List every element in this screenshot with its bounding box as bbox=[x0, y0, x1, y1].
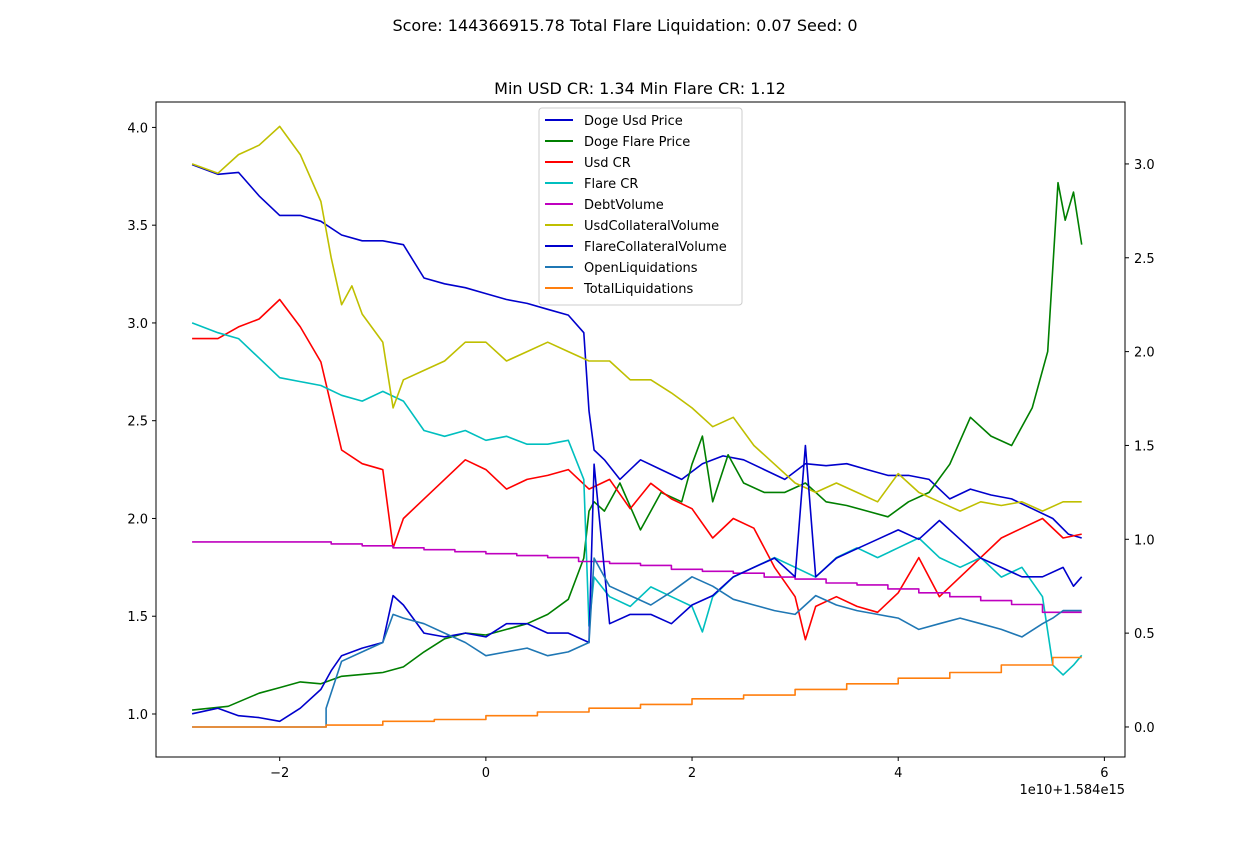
legend-entry-label: OpenLiquidations bbox=[584, 261, 698, 276]
chart-suptitle: Score: 144366915.78 Total Flare Liquidat… bbox=[392, 16, 857, 35]
series-line-1 bbox=[191, 163, 1082, 539]
x-axis-offset-label: 1e10+1.584e15 bbox=[1020, 783, 1125, 798]
series-line-8 bbox=[192, 557, 1082, 728]
series-line-2 bbox=[192, 181, 1083, 711]
left-y-tick-label: 1.0 bbox=[127, 708, 148, 723]
legend: Doge Usd Price Doge Flare Price Usd CR Flar… bbox=[538, 107, 743, 306]
y-axis-right: 0.0 0.5 1.0 1.5 2.0 2.5 3.0 bbox=[1125, 158, 1155, 736]
legend-entry-label: FlareCollateralVolume bbox=[584, 240, 727, 255]
series-line-6 bbox=[191, 125, 1082, 512]
x-tick-label: −2 bbox=[270, 766, 289, 781]
legend-entry-label: Flare CR bbox=[584, 177, 638, 192]
legend-entry-label: Doge Flare Price bbox=[584, 135, 690, 150]
right-y-tick-label: 2.0 bbox=[1134, 346, 1155, 361]
right-y-tick-label: 2.5 bbox=[1134, 252, 1155, 267]
series-layer bbox=[191, 125, 1083, 728]
left-y-tick-label: 3.5 bbox=[127, 219, 148, 234]
series-line-9 bbox=[192, 656, 1082, 728]
legend-entry-label: UsdCollateralVolume bbox=[584, 219, 719, 234]
series-line-3 bbox=[192, 298, 1082, 641]
left-y-tick-label: 1.5 bbox=[127, 610, 148, 625]
plot-area-frame bbox=[155, 101, 1126, 758]
series-line-4 bbox=[191, 322, 1083, 676]
left-y-tick-label: 4.0 bbox=[127, 121, 148, 136]
legend-entry-label: TotalLiquidations bbox=[583, 282, 693, 297]
legend-box bbox=[538, 107, 743, 306]
legend-entry-label: DebtVolume bbox=[584, 198, 664, 213]
legend-entry-label: Usd CR bbox=[584, 156, 631, 171]
left-y-tick-label: 3.0 bbox=[127, 317, 148, 332]
left-y-tick-label: 2.0 bbox=[127, 512, 148, 527]
series-line-7 bbox=[191, 444, 1083, 723]
left-y-tick-label: 2.5 bbox=[127, 415, 148, 430]
series-line-5 bbox=[192, 541, 1082, 614]
right-y-tick-label: 1.5 bbox=[1134, 439, 1155, 454]
x-tick-label: 6 bbox=[1100, 766, 1108, 781]
chart-title: Min USD CR: 1.34 Min Flare CR: 1.12 bbox=[494, 79, 786, 98]
x-tick-label: 2 bbox=[688, 766, 696, 781]
right-y-tick-label: 0.5 bbox=[1134, 627, 1155, 642]
right-y-tick-label: 3.0 bbox=[1134, 158, 1155, 173]
x-tick-label: 4 bbox=[894, 766, 902, 781]
right-y-tick-label: 1.0 bbox=[1134, 533, 1155, 548]
x-axis: −2 0 2 4 6 bbox=[270, 757, 1109, 781]
x-tick-label: 0 bbox=[482, 766, 490, 781]
right-y-tick-label: 0.0 bbox=[1134, 721, 1155, 736]
legend-entry-label: Doge Usd Price bbox=[584, 114, 683, 129]
y-axis-left: 1.0 1.5 2.0 2.5 3.0 3.5 4.0 bbox=[127, 121, 156, 723]
